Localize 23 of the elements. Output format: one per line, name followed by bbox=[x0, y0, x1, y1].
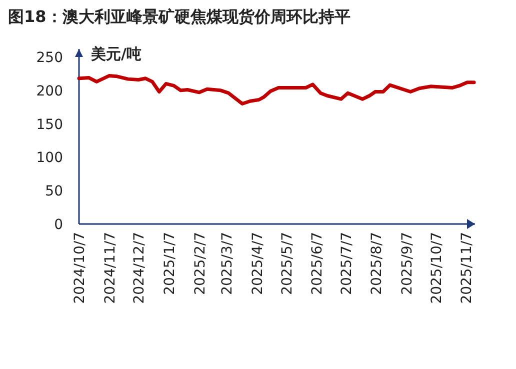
y-tick-label: 50 bbox=[45, 184, 63, 200]
x-tick-label: 2024/11/7 bbox=[102, 232, 118, 304]
x-tick-label: 2025/4/7 bbox=[250, 232, 266, 295]
x-tick-label: 2025/5/7 bbox=[279, 232, 296, 295]
y-axis-title: 美元/吨 bbox=[90, 45, 142, 63]
y-tick-label: 0 bbox=[54, 217, 63, 233]
x-tick-label: 2025/1/7 bbox=[162, 232, 178, 295]
x-tick-label: 2025/11/7 bbox=[459, 232, 476, 304]
chart-title: 图18：澳大利亚峰景矿硬焦煤现货价周环比持平 bbox=[8, 7, 350, 26]
y-tick-label: 200 bbox=[36, 83, 63, 100]
y-tick-label: 250 bbox=[36, 50, 63, 66]
x-tick-label: 2025/8/7 bbox=[369, 232, 386, 295]
line-series bbox=[77, 74, 476, 106]
x-tick-label: 2025/2/7 bbox=[192, 232, 208, 295]
x-tick-label: 2024/10/7 bbox=[72, 232, 88, 304]
x-tick-label: 2025/10/7 bbox=[428, 232, 445, 304]
x-tick-label: 2025/6/7 bbox=[310, 232, 326, 295]
x-tick-label: 2025/3/7 bbox=[220, 232, 236, 295]
y-tick-label: 150 bbox=[36, 116, 63, 133]
y-tick-label: 100 bbox=[36, 150, 63, 166]
x-tick-label: 2025/7/7 bbox=[338, 232, 355, 295]
x-tick-label: 2025/9/7 bbox=[400, 232, 416, 295]
x-tick-label: 2024/12/7 bbox=[132, 232, 148, 304]
